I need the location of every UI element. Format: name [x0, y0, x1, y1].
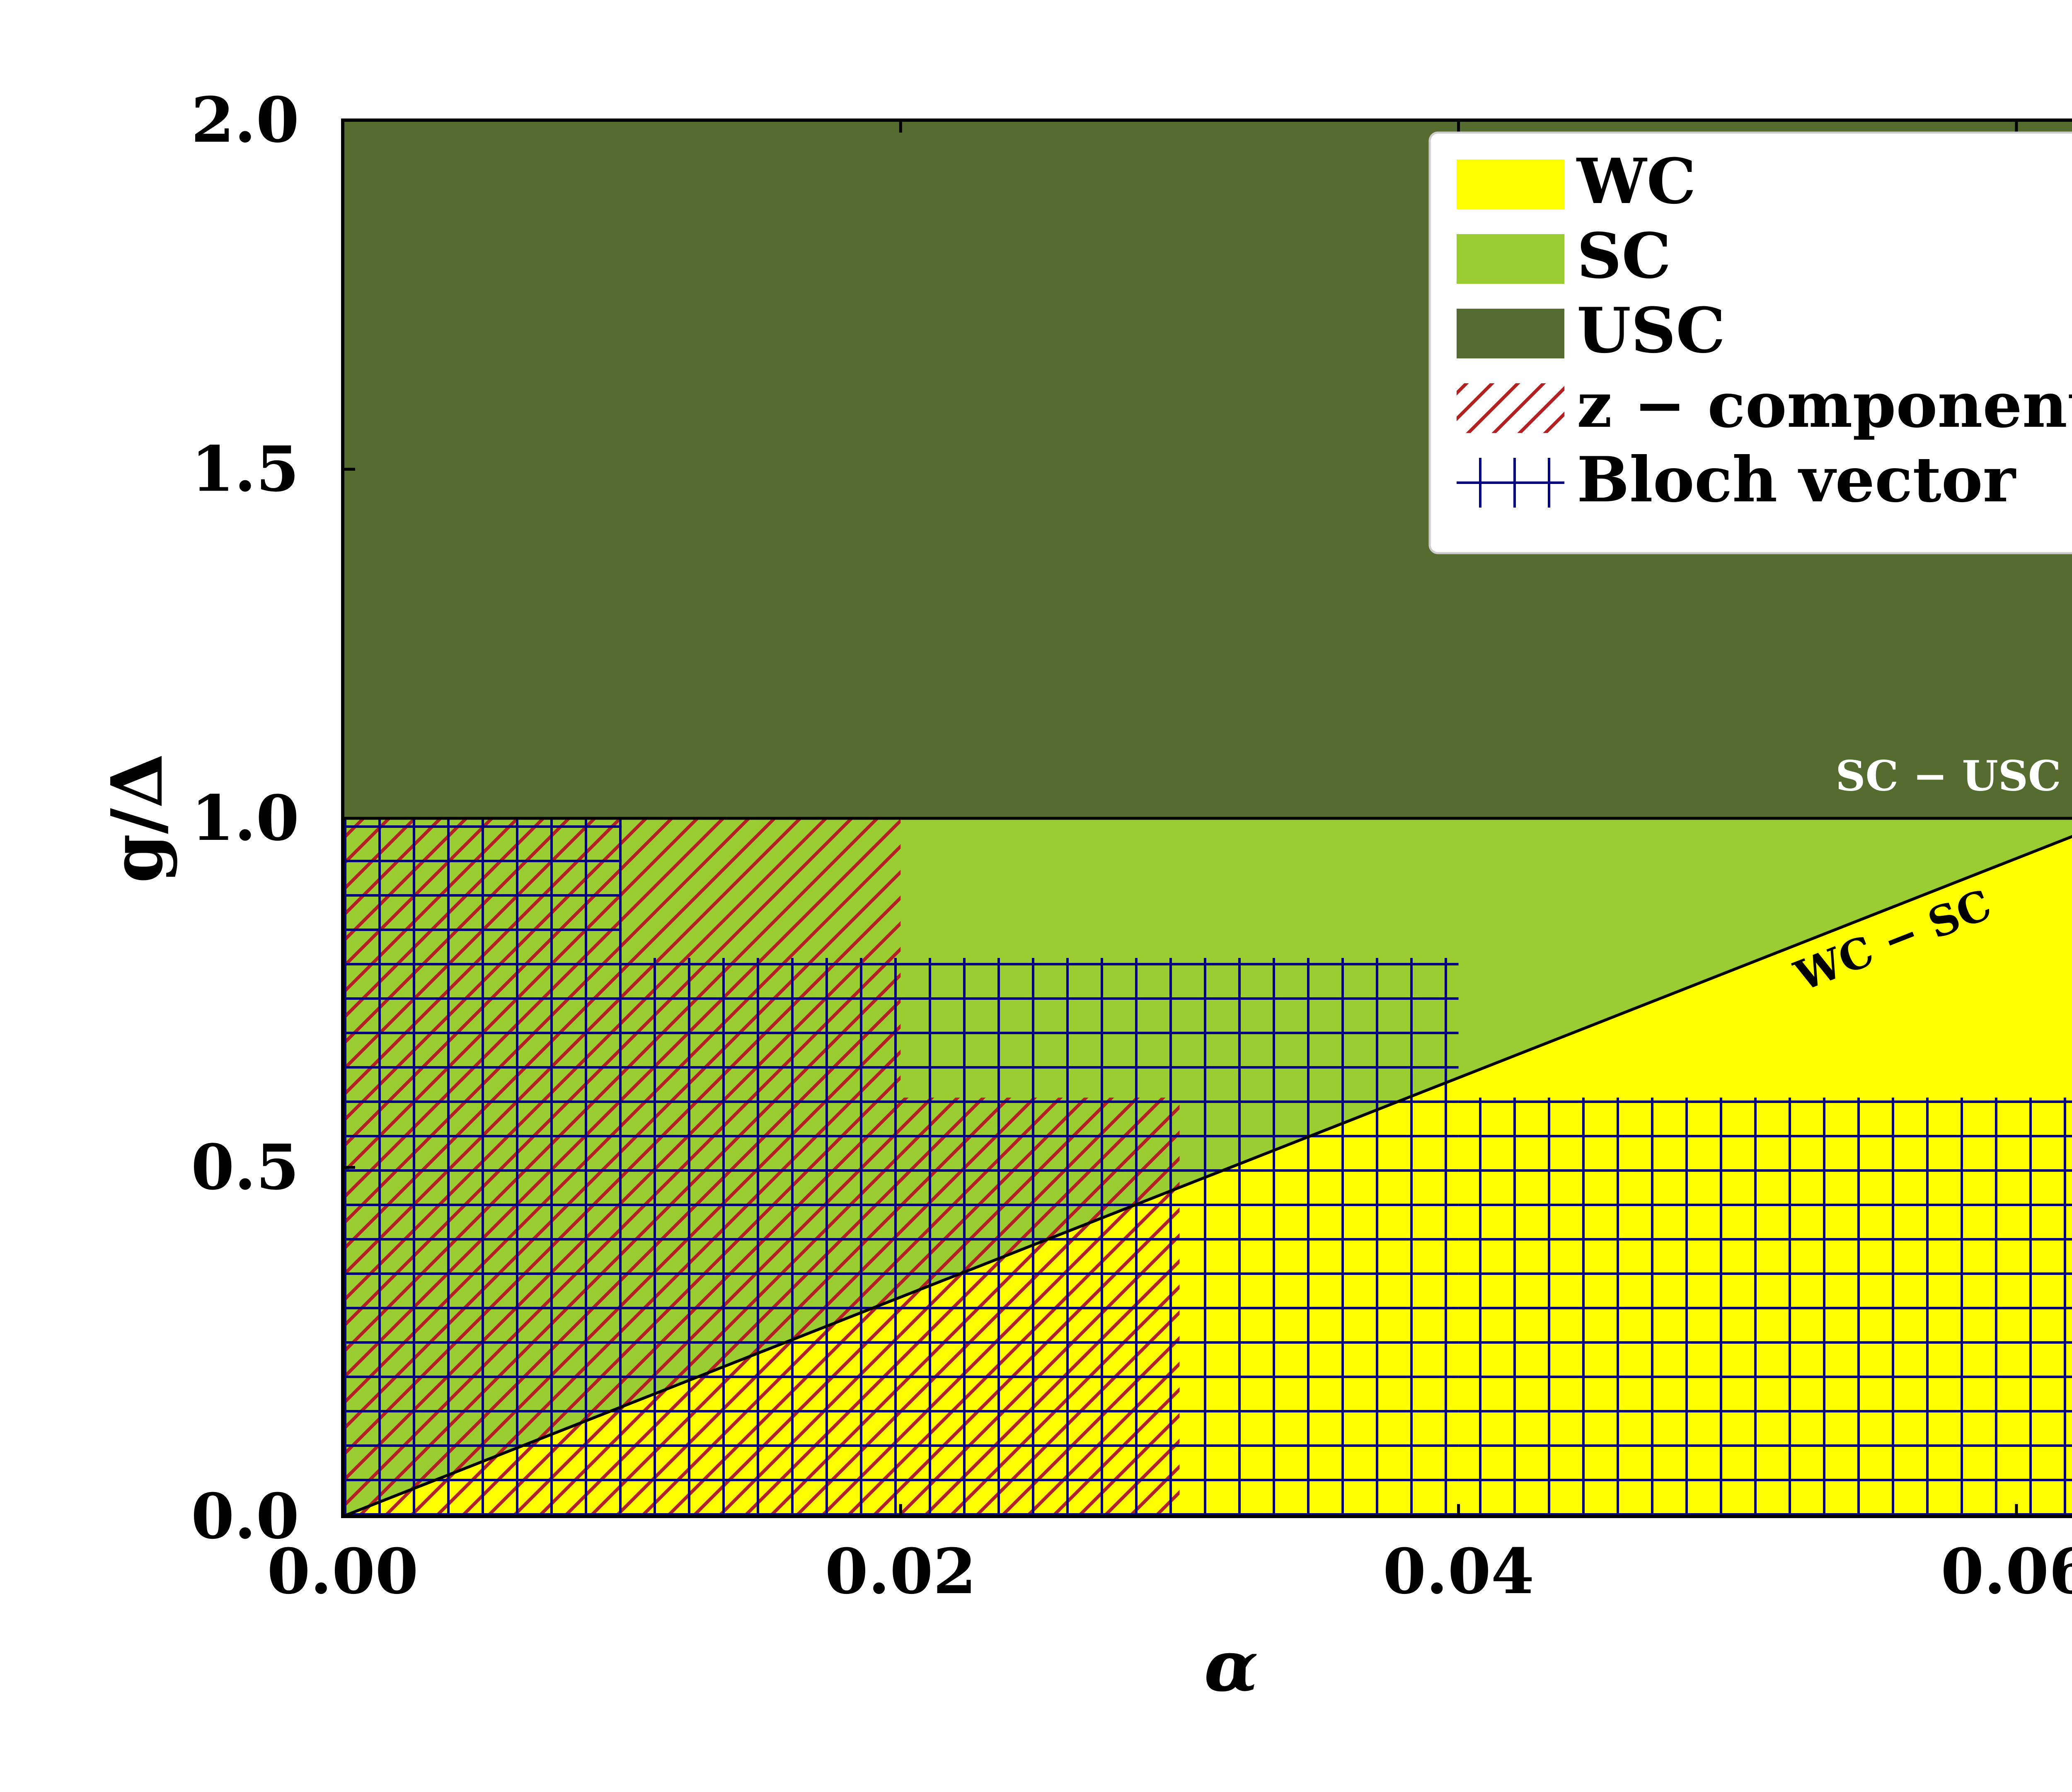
wc-sc-boundary-line [343, 835, 2072, 1516]
x-axis-title: α [1204, 1625, 1259, 1707]
legend-label-0: WC [1576, 145, 1696, 218]
bloch-vector-hatch-0 [343, 818, 622, 1516]
y-tick-label: 0.0 [191, 1480, 299, 1553]
legend-swatch-wc [1457, 160, 1564, 209]
legend-label-2: USC [1577, 294, 1726, 367]
legend-label-1: SC [1577, 220, 1671, 293]
legend-label-4: Bloch vector [1577, 443, 2016, 516]
legend-swatch-sc [1457, 234, 1564, 284]
x-tick-label: 0.02 [825, 1535, 976, 1608]
x-tick-label: 0.04 [1383, 1535, 1534, 1608]
x-tick-label: 0.06 [1941, 1535, 2072, 1608]
legend-box [1428, 131, 2072, 554]
y-tick-label: 1.5 [191, 433, 299, 506]
y-tick-label: 1.0 [191, 782, 299, 855]
y-axis-title: g/Δ [96, 754, 179, 883]
y-tick-label: 0.5 [191, 1131, 299, 1204]
bloch-vector-hatch-2 [1458, 1098, 2072, 1516]
legend-swatch-usc [1457, 309, 1564, 358]
legend-swatch-z-component [1457, 383, 1564, 433]
legend-swatch-bloch-vector [1457, 458, 1564, 508]
bloch-vector-hatch-1 [622, 958, 1459, 1516]
x-tick-label: 0.00 [267, 1535, 418, 1608]
legend-label-3: z − component [1577, 369, 2072, 442]
y-tick-label: 2.0 [191, 84, 299, 157]
sc-usc-label: SC − USC [1835, 752, 2061, 800]
